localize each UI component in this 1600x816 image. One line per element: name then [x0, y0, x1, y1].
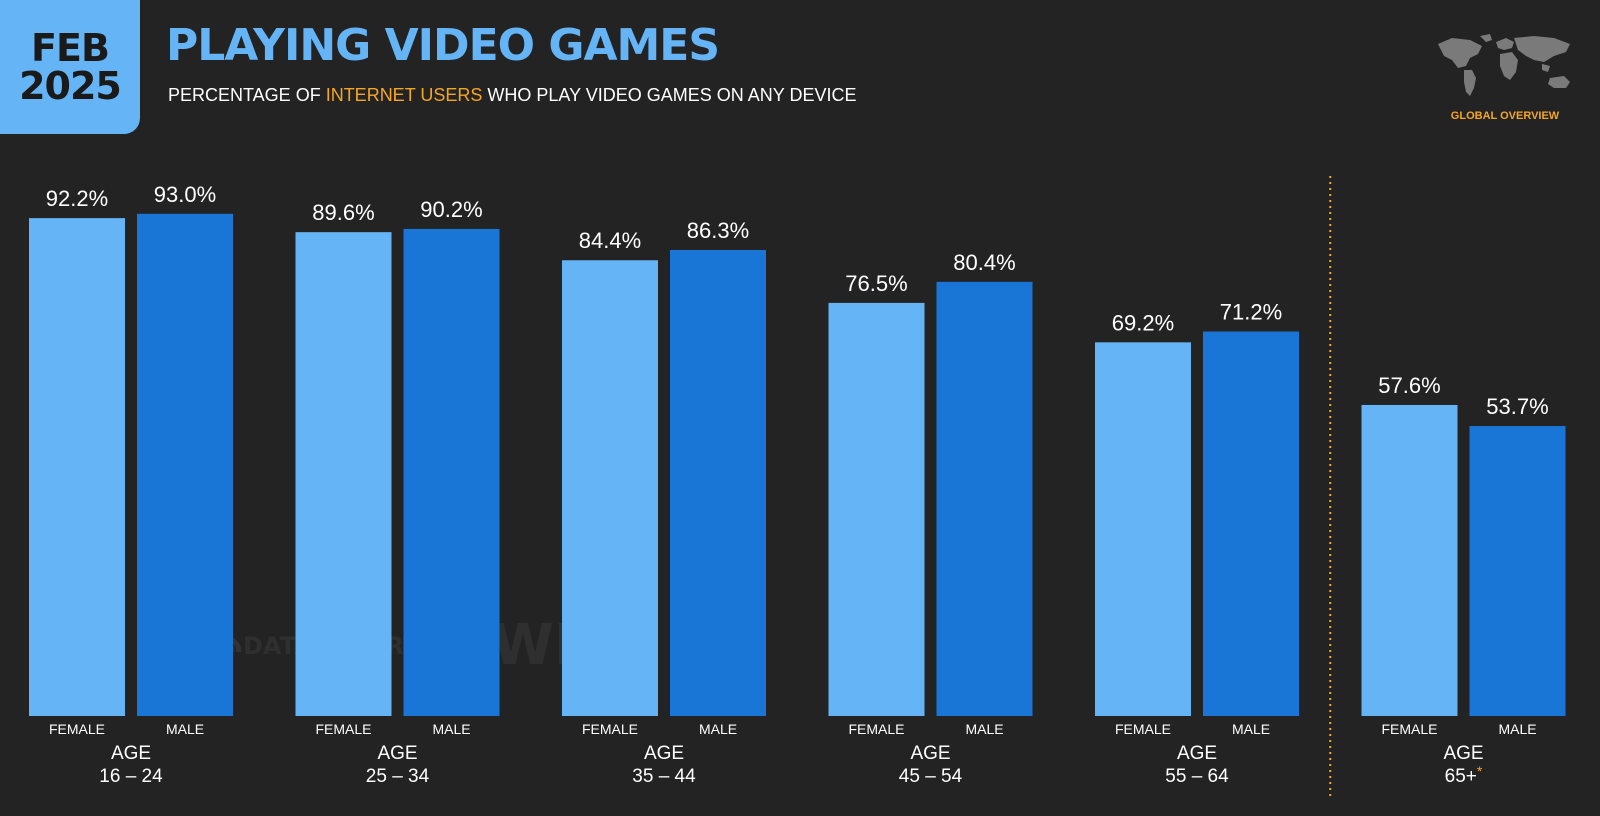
- bar-male-4: [1203, 331, 1299, 716]
- tick-label-male-5: MALE: [1498, 721, 1536, 737]
- bar-female-0: [29, 218, 125, 716]
- data-label-female-2: 84.4%: [579, 228, 641, 253]
- tick-label-female-5: FEMALE: [1381, 721, 1437, 737]
- date-badge: FEB 2025: [0, 0, 140, 134]
- age-prefix-4: AGE: [1177, 743, 1217, 764]
- tick-label-female-4: FEMALE: [1115, 721, 1171, 737]
- age-prefix-2: AGE: [644, 743, 684, 764]
- bar-male-1: [403, 228, 500, 717]
- bar-female-1: [295, 232, 392, 716]
- global-overview-label: GLOBAL OVERVIEW: [1450, 110, 1560, 122]
- watermark-group: DATAREPORTAL GWI.: [208, 613, 596, 678]
- age-prefix-0: AGE: [111, 743, 151, 764]
- data-label-female-5: 57.6%: [1378, 373, 1440, 398]
- age-range-3: 45 – 54: [899, 766, 963, 787]
- bar-male-3: [936, 281, 1033, 716]
- subtitle-suffix: WHO PLAY VIDEO GAMES ON ANY DEVICE: [482, 85, 857, 105]
- tick-label-male-4: MALE: [1232, 721, 1270, 737]
- data-label-female-4: 69.2%: [1112, 310, 1174, 335]
- data-label-male-0: 93.0%: [154, 182, 216, 207]
- footnote-marker: *: [1477, 763, 1483, 779]
- age-prefix-1: AGE: [377, 743, 417, 764]
- data-label-female-3: 76.5%: [845, 271, 907, 296]
- data-label-male-4: 71.2%: [1220, 300, 1282, 325]
- age-range-2: 35 – 44: [632, 766, 696, 787]
- data-label-male-1: 90.2%: [420, 197, 482, 222]
- tick-label-female-0: FEMALE: [49, 721, 105, 737]
- bar-female-3: [828, 302, 925, 716]
- date-month: FEB: [31, 26, 110, 70]
- age-prefix-5: AGE: [1443, 743, 1483, 764]
- tick-label-male-3: MALE: [965, 721, 1003, 737]
- bar-female-2: [562, 260, 658, 716]
- bar-male-0: [137, 213, 233, 717]
- global-overview-badge: GLOBAL OVERVIEW: [1430, 30, 1580, 130]
- bar-male-2: [670, 249, 766, 717]
- age-prefix-3: AGE: [910, 743, 950, 764]
- bar-male-5: [1469, 426, 1566, 716]
- world-map-icon: [1438, 34, 1570, 96]
- data-label-male-3: 80.4%: [953, 250, 1015, 275]
- page-title: PLAYING VIDEO GAMES: [166, 20, 720, 71]
- tick-label-male-1: MALE: [432, 721, 470, 737]
- data-label-male-5: 53.7%: [1486, 394, 1548, 419]
- subtitle-highlight: INTERNET USERS: [325, 85, 483, 105]
- tick-label-male-0: MALE: [166, 721, 204, 737]
- age-range-0: 16 – 24: [99, 766, 163, 787]
- bar-female-4: [1095, 342, 1191, 716]
- data-label-female-0: 92.2%: [46, 186, 108, 211]
- bar-female-5: [1361, 404, 1458, 716]
- subtitle-prefix: PERCENTAGE OF: [168, 85, 326, 105]
- data-label-female-1: 89.6%: [312, 200, 374, 225]
- page-subtitle: PERCENTAGE OF INTERNET USERS WHO PLAY VI…: [168, 85, 857, 106]
- age-range-1: 25 – 34: [366, 766, 430, 787]
- tick-label-female-2: FEMALE: [582, 721, 638, 737]
- tick-label-female-3: FEMALE: [848, 721, 904, 737]
- tick-label-female-1: FEMALE: [315, 721, 371, 737]
- date-year: 2025: [19, 64, 122, 108]
- data-label-male-2: 86.3%: [687, 218, 749, 243]
- tick-label-male-2: MALE: [699, 721, 737, 737]
- age-range-5: 65+*: [1445, 763, 1483, 787]
- age-range-4: 55 – 64: [1165, 766, 1229, 787]
